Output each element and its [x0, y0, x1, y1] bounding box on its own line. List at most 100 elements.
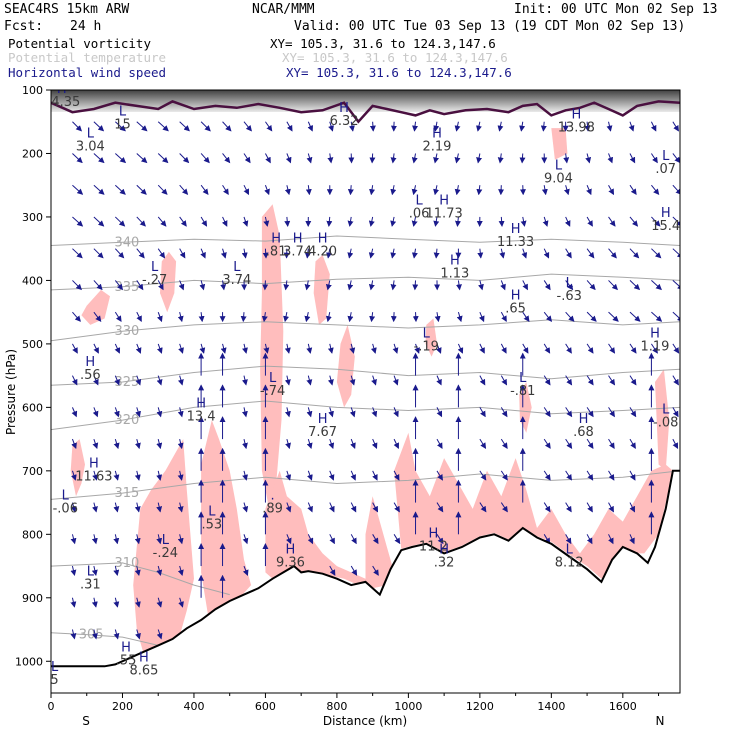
wind-vector: [136, 153, 148, 164]
wind-vector: [479, 407, 486, 418]
wind-vector: [672, 280, 680, 291]
extremum-value: -.08: [653, 416, 678, 431]
wind-vector: [325, 280, 332, 291]
wind-vector: [264, 153, 271, 164]
wind-vector: [585, 153, 592, 164]
extremum-value: 3.74: [283, 244, 312, 259]
wind-vector: [114, 216, 126, 227]
wind-vector: [92, 502, 98, 513]
wind-vector: [93, 121, 105, 132]
wind-vector: [179, 153, 190, 164]
extremum-letter: H: [661, 206, 671, 221]
wind-vector: [134, 534, 141, 545]
wind-vector: [519, 121, 526, 132]
wind-vector: [563, 153, 570, 164]
isentrope-label: 335: [114, 280, 139, 295]
wind-vector: [454, 185, 461, 196]
extremum-value: 7.67: [308, 425, 337, 440]
pv-shaded-region: [81, 289, 110, 325]
y-tick-label: 700: [22, 465, 43, 478]
extremum-letter: H: [271, 231, 281, 246]
wind-vector: [393, 502, 400, 513]
extremum-value: 9.36: [276, 555, 305, 570]
y-tick-label: 400: [22, 274, 43, 287]
wind-vector: [156, 502, 163, 513]
wind-vector: [392, 375, 399, 386]
wind-vector: [672, 153, 680, 164]
wind-vector: [629, 280, 641, 291]
wind-vector: [435, 343, 442, 354]
wind-vector: [156, 438, 163, 450]
wind-vector: [586, 280, 596, 291]
extremum-value: 13.98: [558, 121, 595, 136]
wind-vector: [608, 280, 618, 291]
wind-vector: [243, 121, 252, 132]
wind-vector: [586, 216, 593, 227]
wind-vector: [285, 502, 292, 513]
wind-vector: [436, 375, 442, 386]
wind-vector: [93, 311, 102, 322]
wind-vector: [242, 343, 248, 354]
wind-vector: [72, 184, 84, 195]
wind-vector: [543, 280, 551, 291]
wind-vector: [629, 502, 635, 513]
wind-vector: [70, 629, 77, 640]
wind-vector: [608, 311, 619, 322]
extremum-letter: H: [196, 396, 206, 411]
extremum-letter: H: [286, 542, 296, 557]
wind-vector: [307, 470, 313, 481]
wind-vector: [156, 597, 163, 608]
wind-vector: [325, 312, 332, 323]
extremum-letter: L: [415, 193, 423, 208]
isentrope-line: [51, 235, 680, 246]
x-tick-label: 1400: [537, 700, 565, 713]
wind-vector: [113, 438, 120, 450]
wind-vector: [70, 565, 77, 577]
wind-vector: [476, 153, 483, 164]
wind-vector: [586, 311, 597, 322]
wind-vector: [477, 248, 484, 259]
wind-vector: [586, 375, 594, 386]
wind-vector: [221, 216, 228, 227]
wind-vector: [222, 121, 232, 132]
extremum-value: 1.13: [440, 267, 469, 282]
wind-vector: [629, 375, 637, 386]
wind-vector: [369, 312, 376, 323]
valid-time: Valid: 00 UTC Tue 03 Sep 13 (19 CDT Mon …: [294, 19, 686, 34]
wind-vector: [93, 216, 105, 227]
wind-vector: [478, 311, 485, 323]
wind-vector: [91, 597, 98, 608]
wind-vector: [393, 438, 399, 450]
wind-vector: [92, 470, 98, 481]
wind-vector: [156, 629, 163, 640]
wind-vector: [177, 438, 184, 450]
isentrope-label: 320: [114, 413, 139, 428]
wind-vector: [522, 280, 528, 291]
wind-vector: [350, 502, 357, 513]
wind-vector: [114, 343, 121, 354]
x-tick-label: 200: [112, 700, 133, 713]
wind-vector: [285, 153, 292, 164]
wind-vector: [284, 375, 291, 386]
extremum-value: .55: [116, 654, 137, 669]
wind-vector: [177, 407, 184, 418]
wind-vector: [70, 502, 77, 513]
wind-vector: [433, 121, 440, 132]
wind-vector: [392, 343, 399, 354]
wind-vector: [650, 153, 658, 164]
x-tick-label: 1000: [394, 700, 422, 713]
wind-vector: [285, 438, 291, 450]
wind-vector: [412, 280, 419, 291]
wind-vector: [414, 343, 420, 354]
isentrope-label: 325: [114, 375, 139, 390]
wind-vector: [454, 216, 461, 227]
extremum-value: 8.65: [129, 663, 158, 678]
wind-vector: [306, 375, 313, 386]
wind-vector: [177, 375, 184, 386]
wind-vector: [113, 407, 120, 418]
extremum-value: -.19: [414, 340, 439, 355]
wind-vector: [347, 312, 354, 323]
wind-vector: [629, 311, 641, 322]
wind-vector: [372, 534, 379, 545]
extremum-value: -.74: [260, 384, 285, 399]
